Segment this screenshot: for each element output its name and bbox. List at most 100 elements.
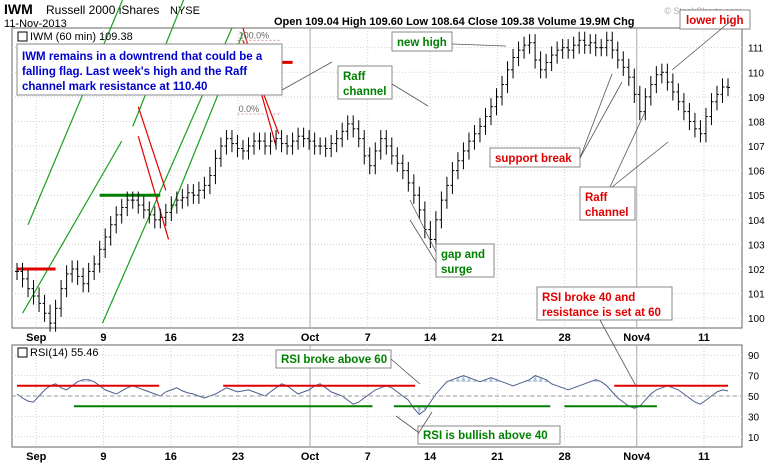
price-x-tick-label: 14 xyxy=(424,332,437,344)
price-x-tick-label: Oct xyxy=(301,332,320,344)
trend-line xyxy=(137,106,167,191)
lower-high-label: lower high xyxy=(686,15,744,27)
price-y-tick-label: 108 xyxy=(748,117,765,128)
new-high-box xyxy=(391,31,453,52)
note-line: gap and xyxy=(441,249,485,261)
note-line: Raff xyxy=(585,192,608,204)
rsi-x-tick-label: 7 xyxy=(365,451,371,463)
price-y-axis: 100 101 102 103 104 105 106 107 108 109 110 111 xyxy=(748,44,765,325)
ticker-symbol: IWM xyxy=(4,1,33,17)
price-x-tick-label: 21 xyxy=(491,332,503,344)
rsi-x-tick-label: 14 xyxy=(424,451,437,463)
rsi-y-tick-label: 90 xyxy=(748,351,760,362)
trend-line xyxy=(21,140,123,314)
rsi-legend-swatch xyxy=(17,347,28,358)
rsi-broke-40-label: RSI broke 40 and resistance is set at 60 xyxy=(542,292,661,319)
pointer-line xyxy=(417,411,433,435)
rsi-y-axis: 10 30 50 70 90 xyxy=(748,351,760,444)
price-y-tick-label: 100 xyxy=(748,314,765,325)
downtrend-note-box xyxy=(16,43,283,96)
note-line: surge xyxy=(441,264,472,276)
pointer-line xyxy=(611,141,669,188)
downtrend-note: IWM remains in a downtrend that could be… xyxy=(22,51,263,93)
pointer-line xyxy=(451,43,507,47)
price-x-tick-label: 23 xyxy=(232,332,244,344)
price-x-tick-label: Nov4 xyxy=(623,332,651,344)
price-legend-swatch xyxy=(17,31,28,42)
pointer-line xyxy=(609,111,646,188)
new-high-label: new high xyxy=(397,37,447,49)
security-name: Russell 2000 iShares xyxy=(46,3,159,17)
support-break-label: support break xyxy=(495,153,572,165)
pointer-line xyxy=(409,199,437,253)
rsi-x-tick-label: Sep xyxy=(26,451,46,463)
annotations: IWM remains in a downtrend that could be… xyxy=(16,9,751,445)
note-line: resistance is set at 60 xyxy=(542,307,661,319)
price-y-tick-label: 101 xyxy=(748,290,765,301)
raff-channel-label-1: Raff channel xyxy=(343,71,386,98)
pointer-line xyxy=(281,61,333,91)
rsi-x-tick-label: 28 xyxy=(559,451,571,463)
rsi-broke-40-box xyxy=(536,286,673,321)
rsi-bullish-label: RSI is bullish above 40 xyxy=(423,430,548,442)
rsi-broke-60-label: RSI broke above 60 xyxy=(281,354,387,366)
gap-surge-label: gap and surge xyxy=(441,249,485,276)
price-y-tick-label: 109 xyxy=(748,93,765,104)
pointer-line xyxy=(579,81,623,159)
price-y-tick-label: 103 xyxy=(748,240,765,251)
rsi-x-tick-label: Nov4 xyxy=(623,451,651,463)
price-x-tick-label: Sep xyxy=(26,332,46,344)
fib-label: 100.0% xyxy=(239,30,270,40)
price-y-tick-label: 111 xyxy=(748,44,764,55)
price-y-tick-label: 102 xyxy=(748,265,765,276)
price-x-tick-label: 28 xyxy=(559,332,571,344)
price-bars xyxy=(15,31,730,332)
trend-line xyxy=(137,136,170,240)
raff-channel-box-1 xyxy=(337,65,393,100)
note-line: IWM remains in a downtrend that could be… xyxy=(22,51,263,63)
rsi-x-tick-label: 23 xyxy=(232,451,244,463)
rsi-y-tick-label: 50 xyxy=(748,392,760,403)
note-line: channel mark resistance at 110.40 xyxy=(22,81,207,93)
pointer-line xyxy=(599,319,637,387)
rsi-bullish-box xyxy=(417,425,561,445)
price-y-tick-label: 105 xyxy=(748,191,765,202)
note-line: channel xyxy=(585,207,628,219)
rsi-y-tick-label: 30 xyxy=(748,412,760,423)
note-line: falling flag. Last week's high and the R… xyxy=(22,66,247,78)
note-line: Raff xyxy=(343,71,366,83)
price-x-tick-label: 11 xyxy=(698,332,710,344)
note-line: RSI broke 40 and xyxy=(542,292,635,304)
price-y-tick-label: 110 xyxy=(748,68,764,79)
rsi-x-tick-label: Oct xyxy=(301,451,320,463)
note-line: channel xyxy=(343,86,386,98)
pointer-line xyxy=(390,358,421,385)
pointer-line xyxy=(671,19,733,71)
chart-date: 11-Nov-2013 xyxy=(4,18,67,30)
rsi-x-tick-label: 9 xyxy=(100,451,106,463)
rsi-level-lines xyxy=(12,384,742,408)
annotation-pointers xyxy=(281,19,733,435)
rsi-x-axis: Sep 9 16 23 Oct 7 14 21 28 Nov4 11 xyxy=(26,451,710,463)
exchange-label: NYSE xyxy=(170,5,200,17)
price-y-tick-label: 107 xyxy=(748,142,765,153)
price-panel-title: IWM (60 min) 109.38 xyxy=(30,31,133,43)
rsi-x-tick-label: 21 xyxy=(491,451,503,463)
price-vertical-grid xyxy=(35,28,705,328)
rsi-x-tick-label: 16 xyxy=(165,451,177,463)
rsi-panel-title: RSI(14) 55.46 xyxy=(30,347,98,359)
price-x-tick-label: 16 xyxy=(165,332,177,344)
fib-label: 0.0% xyxy=(239,104,260,114)
price-y-tick-label: 106 xyxy=(748,167,765,178)
price-x-axis: Sep 9 16 23 Oct 7 14 21 28 Nov4 11 xyxy=(26,332,710,344)
rsi-y-tick-label: 10 xyxy=(748,433,760,444)
price-y-tick-label: 104 xyxy=(748,216,765,227)
price-x-tick-label: 9 xyxy=(100,332,106,344)
raff-channel-box-2 xyxy=(579,186,636,221)
lower-high-box xyxy=(679,9,751,30)
price-x-tick-label: 7 xyxy=(365,332,371,344)
pointer-line xyxy=(579,73,613,159)
gap-surge-box xyxy=(435,243,495,278)
pointer-line xyxy=(409,219,437,263)
